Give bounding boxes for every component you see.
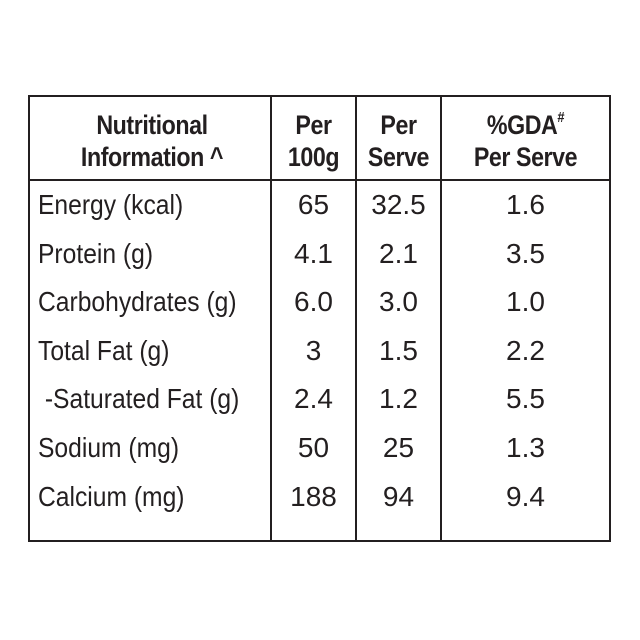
header-nutritional-information: Nutritional Information ^ (51, 109, 254, 173)
per-100g-value: 50 (297, 431, 330, 463)
header-text: Nutritional (96, 110, 208, 140)
header-text: 100g (287, 142, 340, 172)
header-text: Serve (367, 142, 430, 172)
column-divider (270, 97, 272, 540)
table-row: Protein (g) 4.1 2.1 3.5 (30, 230, 609, 279)
nutrient-label: Total Fat (g) (38, 334, 170, 366)
header-text: %GDA# (454, 109, 598, 141)
column-divider (440, 97, 442, 540)
header-text: Information ^ (80, 142, 224, 172)
per-100g-value: 4.1 (294, 237, 333, 269)
per-100g-value: 3 (305, 334, 322, 366)
per-100g-value: 188 (290, 480, 337, 512)
per-serve-value: 32.5 (371, 189, 426, 220)
column-divider (355, 97, 357, 540)
per-serve-value: 25 (382, 431, 415, 463)
header-text: Per Serve (473, 142, 578, 172)
gda-value: 9.4 (506, 480, 545, 512)
table-row: Sodium (mg) 50 25 1.3 (30, 424, 609, 473)
per-serve-value: 1.2 (379, 383, 418, 415)
header-gda-per-serve: %GDA# Per Serve (454, 109, 598, 173)
gda-value: 3.5 (506, 237, 545, 269)
per-serve-value: 94 (382, 480, 415, 512)
table-row: Carbohydrates (g) 6.0 3.0 1.0 (30, 278, 609, 327)
header-divider (30, 179, 609, 181)
table-row: -Saturated Fat (g) 2.4 1.2 5.5 (30, 375, 609, 424)
nutrient-label: Protein (g) (38, 237, 154, 269)
gda-value: 1.3 (506, 431, 545, 463)
gda-value: 2.2 (506, 334, 545, 366)
header-text: Per (295, 110, 332, 140)
table-body: Energy (kcal) 65 32.5 1.6 Protein (g) 4.… (30, 181, 609, 521)
footnote-mark: # (557, 109, 565, 126)
nutrient-label: Calcium (mg) (38, 480, 185, 512)
nutrition-table: Nutritional Information ^ Per 100g Per S… (28, 95, 611, 542)
gda-value: 1.0 (506, 286, 545, 318)
table-row: Total Fat (g) 3 1.5 2.2 (30, 327, 609, 376)
per-100g-value: 2.4 (294, 383, 333, 415)
per-serve-value: 2.1 (379, 237, 418, 269)
per-100g-value: 65 (297, 189, 330, 220)
nutrient-label: Carbohydrates (g) (38, 286, 237, 318)
header-text: %GDA (486, 110, 558, 140)
nutrient-label: Energy (kcal) (38, 189, 184, 220)
gda-value: 1.6 (506, 189, 545, 220)
gda-value: 5.5 (506, 383, 545, 415)
header-text: Per (380, 110, 417, 140)
table-row: Energy (kcal) 65 32.5 1.6 (30, 181, 609, 230)
per-serve-value: 1.5 (379, 334, 418, 366)
nutrient-label: -Saturated Fat (g) (38, 383, 240, 415)
header-per-serve: Per Serve (363, 109, 434, 173)
table-row: Calcium (mg) 188 94 9.4 (30, 473, 609, 522)
per-100g-value: 6.0 (294, 286, 333, 318)
header-per-100g: Per 100g (278, 109, 349, 173)
per-serve-value: 3.0 (379, 286, 418, 318)
nutrient-label: Sodium (mg) (38, 431, 180, 463)
